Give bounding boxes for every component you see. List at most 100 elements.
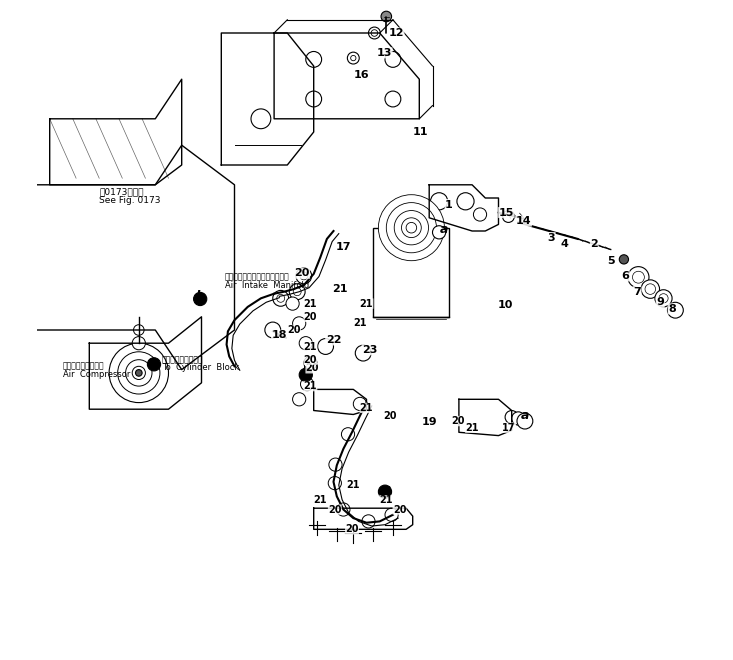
Text: 6: 6 — [622, 271, 629, 281]
Circle shape — [385, 51, 401, 67]
Text: 21: 21 — [303, 381, 317, 391]
Circle shape — [381, 11, 391, 22]
Text: 20: 20 — [328, 504, 342, 515]
Text: 20: 20 — [303, 354, 317, 365]
Text: 20: 20 — [383, 411, 397, 421]
Circle shape — [517, 413, 533, 429]
Text: 23: 23 — [362, 345, 377, 355]
Circle shape — [290, 284, 305, 300]
Circle shape — [668, 302, 683, 318]
Text: 9: 9 — [656, 297, 664, 308]
Text: 21: 21 — [303, 298, 317, 309]
Circle shape — [286, 297, 299, 310]
Circle shape — [317, 339, 334, 354]
Circle shape — [292, 393, 306, 406]
Circle shape — [474, 208, 487, 221]
Circle shape — [655, 290, 672, 307]
Circle shape — [336, 503, 350, 516]
Circle shape — [132, 337, 145, 350]
Text: See Fig. 0173: See Fig. 0173 — [99, 196, 161, 205]
Text: 3: 3 — [548, 232, 555, 243]
Circle shape — [277, 294, 284, 302]
Circle shape — [505, 411, 518, 424]
Text: 20: 20 — [393, 504, 406, 515]
Text: 20: 20 — [287, 325, 301, 335]
Text: 17: 17 — [336, 242, 351, 253]
Text: 1: 1 — [445, 199, 453, 210]
Circle shape — [133, 325, 144, 335]
Text: エアーインテークマニホールド: エアーインテークマニホールド — [224, 273, 290, 282]
Text: a: a — [520, 409, 529, 422]
Circle shape — [362, 515, 375, 528]
Circle shape — [502, 211, 515, 222]
Circle shape — [125, 360, 152, 386]
Text: 21: 21 — [347, 480, 360, 490]
Text: 16: 16 — [354, 70, 369, 81]
Text: To  Cylinder  Block: To Cylinder Block — [162, 363, 239, 372]
Text: 12: 12 — [388, 28, 404, 38]
Circle shape — [329, 458, 342, 471]
Circle shape — [385, 91, 401, 107]
Circle shape — [378, 195, 444, 261]
Circle shape — [328, 477, 342, 490]
Text: 20: 20 — [303, 312, 317, 322]
Text: 11: 11 — [413, 127, 428, 137]
Circle shape — [645, 284, 655, 294]
Circle shape — [118, 352, 160, 394]
Circle shape — [378, 485, 391, 498]
Circle shape — [347, 52, 359, 64]
Circle shape — [512, 412, 525, 425]
Text: 21: 21 — [360, 298, 373, 309]
Text: b: b — [196, 290, 205, 304]
Circle shape — [293, 288, 301, 296]
Text: 21: 21 — [353, 318, 366, 329]
Circle shape — [251, 109, 270, 129]
Circle shape — [641, 280, 660, 298]
Text: シリンダブロックへ: シリンダブロックへ — [162, 355, 204, 364]
Circle shape — [628, 267, 649, 288]
Text: 7: 7 — [633, 286, 641, 297]
Text: Air  Intake  Manifold: Air Intake Manifold — [224, 280, 309, 290]
Circle shape — [194, 292, 207, 306]
Circle shape — [457, 193, 474, 210]
Circle shape — [356, 345, 371, 361]
Text: 8: 8 — [668, 304, 676, 314]
Circle shape — [659, 294, 668, 303]
Circle shape — [299, 337, 312, 350]
Circle shape — [371, 30, 377, 36]
Text: 2: 2 — [590, 239, 598, 249]
Circle shape — [306, 51, 322, 67]
Text: 4: 4 — [561, 239, 568, 249]
Circle shape — [406, 222, 416, 233]
Text: 14: 14 — [516, 216, 531, 226]
Text: 17: 17 — [502, 422, 516, 433]
Text: Air  Compressor: Air Compressor — [63, 370, 130, 379]
Text: 22: 22 — [325, 335, 342, 345]
Circle shape — [342, 428, 355, 441]
Circle shape — [296, 268, 312, 284]
Circle shape — [353, 397, 366, 411]
Text: 前0173図参照: 前0173図参照 — [99, 187, 144, 196]
Circle shape — [633, 271, 644, 283]
Text: 5: 5 — [607, 255, 614, 266]
Text: エアーコンプレッサ: エアーコンプレッサ — [63, 362, 105, 371]
Text: 21: 21 — [360, 403, 373, 413]
Text: 21: 21 — [314, 495, 327, 506]
Circle shape — [109, 343, 169, 403]
Text: b: b — [301, 366, 310, 379]
Text: 20: 20 — [345, 524, 358, 535]
Text: 21: 21 — [380, 495, 393, 506]
Circle shape — [369, 27, 380, 39]
Text: 20: 20 — [451, 416, 464, 426]
Circle shape — [299, 368, 312, 381]
Text: 20: 20 — [294, 268, 309, 279]
Circle shape — [430, 193, 448, 210]
Text: 21: 21 — [332, 284, 348, 294]
Circle shape — [619, 255, 628, 264]
Circle shape — [306, 91, 322, 107]
Circle shape — [350, 55, 356, 61]
Text: 21: 21 — [303, 341, 317, 352]
Circle shape — [273, 290, 289, 306]
Circle shape — [136, 370, 142, 376]
Text: c: c — [150, 358, 158, 371]
